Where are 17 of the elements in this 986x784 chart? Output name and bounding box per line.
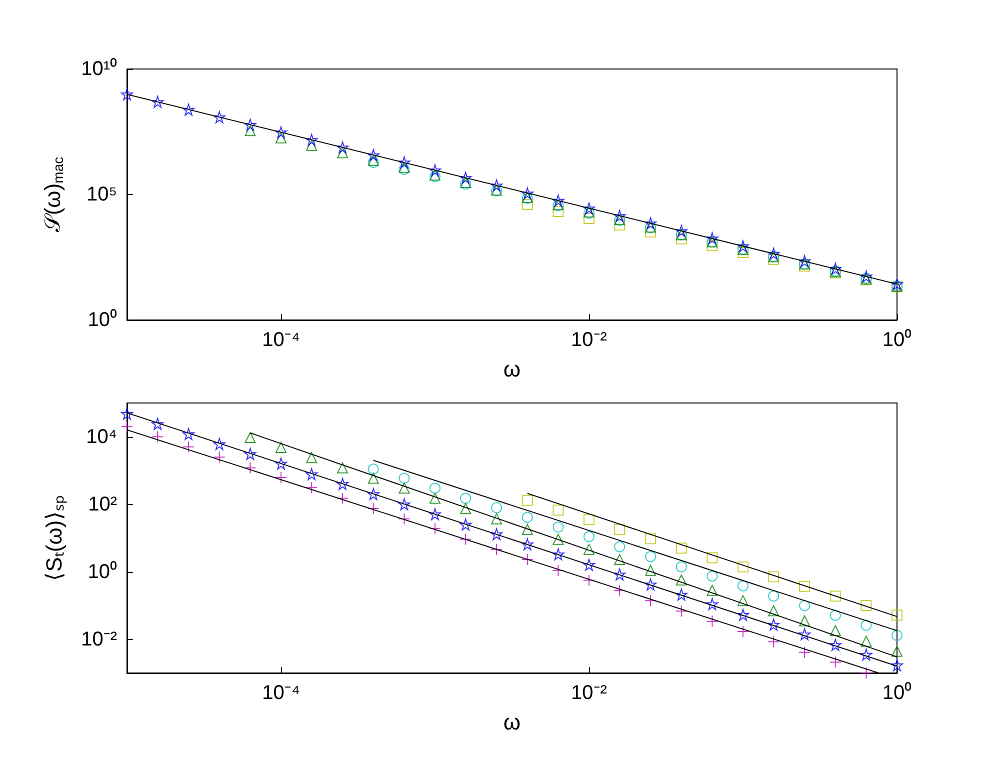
y-tick-label: 10¹⁰ <box>81 57 117 80</box>
y-tick-label: 10⁵ <box>86 184 117 206</box>
y-tick-label: 10⁻² <box>81 628 118 650</box>
y-tick-label: 10⁰ <box>88 308 117 331</box>
y-tick-label: 10² <box>88 493 118 516</box>
x-axis-title: ω <box>503 356 521 382</box>
x-tick-label: 10⁻⁴ <box>262 682 300 704</box>
x-tick-label: 10⁻² <box>571 329 608 351</box>
x-tick-label: 10⁰ <box>882 328 912 351</box>
y-tick-label: 10⁰ <box>88 560 117 583</box>
y-axis-title: 𝒮(ω)mac <box>40 156 66 232</box>
x-axis-title: ω <box>503 710 521 734</box>
x-tick-label: 10⁻⁴ <box>262 329 300 351</box>
x-tick-label: 10⁰ <box>882 681 912 704</box>
x-tick-label: 10⁻² <box>571 682 608 704</box>
y-axis-title: ⟨Sₜ(ω)⟩ₛₚ <box>42 495 68 581</box>
y-tick-label: 10⁴ <box>86 426 117 448</box>
